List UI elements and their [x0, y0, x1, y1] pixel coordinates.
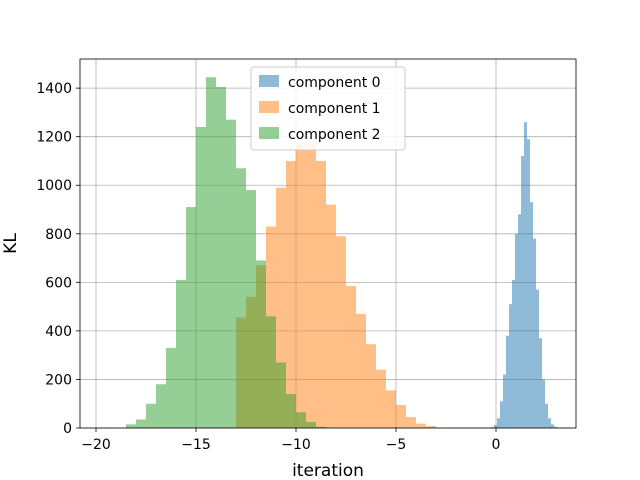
histogram-bar [356, 313, 366, 428]
histogram-bar [286, 160, 296, 429]
histogram-bar [518, 214, 521, 428]
histogram-bar [326, 204, 336, 428]
histogram-bar [316, 426, 326, 428]
histogram-bar [226, 119, 236, 428]
histogram-bar [506, 335, 509, 428]
histogram-bar [276, 362, 286, 428]
histogram-bar [536, 289, 539, 428]
histogram-bar [530, 202, 533, 428]
legend-label: component 0 [288, 75, 381, 91]
y-tick-label: 1000 [36, 178, 72, 194]
histogram-bar [216, 86, 226, 429]
histogram-bar [494, 425, 497, 428]
plot-frame [79, 58, 577, 429]
histogram-bar [491, 427, 494, 428]
histogram-bar [266, 316, 276, 428]
y-tick-label: 400 [45, 324, 72, 340]
y-axis-label: KL [1, 233, 21, 254]
histogram-bar [196, 126, 206, 428]
histogram-bar [551, 424, 554, 428]
series-0-bars [491, 122, 557, 429]
x-axis-label: iteration [292, 461, 364, 480]
x-tick-label: −20 [81, 437, 111, 453]
histogram-bar [497, 418, 500, 428]
histogram-bar [316, 160, 326, 429]
histogram-bar [176, 279, 186, 428]
histogram-bar [554, 426, 557, 428]
legend-swatch [259, 75, 279, 87]
histogram-bar [206, 77, 216, 428]
histogram-bar [336, 236, 346, 428]
histogram-bar [276, 187, 286, 428]
histogram-bar [515, 233, 518, 428]
histogram-bar [346, 285, 356, 428]
legend: component 0 component 1 component 2 [250, 66, 406, 151]
histogram-bar [136, 419, 146, 428]
histogram-bar [533, 238, 536, 428]
x-tick-label: −10 [281, 437, 311, 453]
histogram-bar [426, 426, 436, 428]
histogram-bar [539, 338, 542, 428]
y-tick-label: 200 [45, 372, 72, 388]
histogram-bar [306, 141, 316, 428]
histogram-bar [366, 344, 376, 428]
legend-label: component 2 [288, 127, 381, 143]
histogram-bar [376, 369, 386, 428]
histogram-bar [256, 260, 266, 428]
histogram-bar [156, 384, 166, 428]
legend-swatch [259, 127, 279, 139]
series-2-bars [126, 77, 326, 429]
histogram-bar [286, 394, 296, 428]
histogram-bar [296, 412, 306, 428]
histogram-bar [396, 404, 406, 428]
y-tick-label: 0 [63, 421, 72, 437]
x-tick-label: 0 [492, 437, 501, 453]
histogram-bar [126, 424, 136, 428]
legend-label: component 1 [288, 101, 381, 117]
histogram-bars [126, 77, 557, 429]
histogram-bar [296, 142, 306, 428]
histogram-bar [509, 304, 512, 428]
histogram-bar [406, 417, 416, 428]
histogram-bar [306, 421, 316, 428]
histogram-bar [524, 122, 527, 429]
histogram-bar [545, 403, 548, 428]
histogram-bar [512, 279, 515, 428]
histogram-bar [146, 403, 156, 428]
x-tick-label: −5 [386, 437, 407, 453]
histogram-bar [527, 139, 530, 428]
histogram-bar [386, 390, 396, 428]
histogram-bar [503, 374, 506, 428]
legend-swatch [259, 101, 279, 113]
x-axis-ticks: −20 −15 −10 −5 0 [81, 428, 500, 453]
y-tick-label: 600 [45, 275, 72, 291]
y-tick-label: 800 [45, 227, 72, 243]
x-tick-label: −15 [181, 437, 211, 453]
y-tick-label: 1400 [36, 81, 72, 97]
legend-box [250, 66, 406, 151]
histogram-bar [521, 156, 524, 428]
histogram-bar [416, 423, 426, 428]
histogram-bar [246, 190, 256, 428]
histogram-bar [500, 401, 503, 428]
histogram-bar [186, 207, 196, 428]
y-tick-label: 1200 [36, 130, 72, 146]
histogram-bar [236, 168, 246, 429]
y-axis-ticks: 0 200 400 600 800 1000 1200 1400 [36, 81, 80, 437]
histogram-bar [542, 379, 545, 428]
histogram-bar [548, 418, 551, 428]
histogram-bar [166, 347, 176, 428]
